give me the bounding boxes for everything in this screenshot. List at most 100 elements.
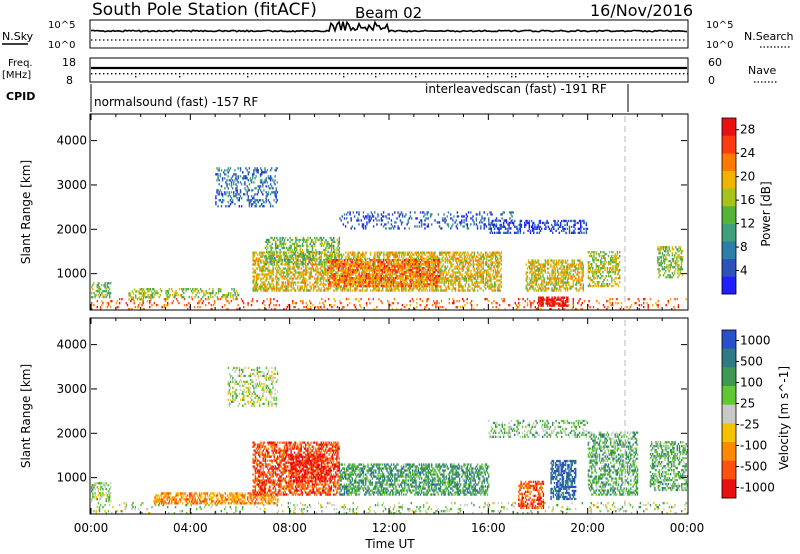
data-cell xyxy=(314,244,316,248)
data-cell xyxy=(339,265,341,268)
data-cell xyxy=(463,275,466,278)
data-cell xyxy=(424,273,426,276)
data-cell xyxy=(452,257,454,260)
data-cell xyxy=(258,265,260,268)
data-cell xyxy=(453,271,456,274)
data-cell xyxy=(255,283,258,286)
data-cell xyxy=(394,255,396,258)
data-cell xyxy=(444,217,446,220)
data-cell xyxy=(356,211,358,214)
data-cell xyxy=(616,298,618,301)
data-cell xyxy=(386,275,388,278)
data-cell xyxy=(312,269,315,272)
data-cell xyxy=(379,269,382,272)
data-cell xyxy=(491,257,494,260)
data-cell xyxy=(325,271,327,274)
data-cell xyxy=(311,261,314,264)
data-cell xyxy=(446,273,449,276)
data-cell xyxy=(283,250,286,254)
data-cell xyxy=(373,284,376,288)
data-cell xyxy=(216,179,218,182)
data-cell xyxy=(383,279,385,282)
data-cell xyxy=(223,199,225,202)
data-cell xyxy=(481,255,483,258)
data-cell xyxy=(497,259,499,262)
data-cell xyxy=(166,296,168,299)
data-cell xyxy=(270,257,272,260)
data-cell xyxy=(572,298,575,301)
data-cell xyxy=(264,169,266,172)
data-cell xyxy=(464,279,467,282)
data-cell xyxy=(418,289,421,292)
data-cell xyxy=(125,302,128,305)
data-cell xyxy=(244,183,246,186)
data-cell xyxy=(419,277,422,280)
data-cell xyxy=(367,285,369,288)
data-cell xyxy=(461,289,463,292)
data-cell xyxy=(299,238,301,242)
data-cell xyxy=(367,267,369,270)
data-cell xyxy=(423,211,425,214)
data-cell xyxy=(343,284,346,288)
data-cell xyxy=(394,273,396,276)
data-cell xyxy=(493,275,496,278)
data-cell xyxy=(240,197,243,200)
data-cell xyxy=(377,273,379,276)
data-cell xyxy=(387,257,390,260)
data-cell xyxy=(302,261,305,264)
data-cell xyxy=(320,281,323,284)
data-cell xyxy=(458,281,460,284)
data-cell xyxy=(274,277,277,280)
data-cell xyxy=(270,244,272,248)
data-cell xyxy=(296,246,298,250)
data-cell xyxy=(477,267,479,270)
data-cell xyxy=(221,193,224,196)
data-cell xyxy=(499,283,501,286)
data-cell xyxy=(376,284,378,288)
data-cell xyxy=(261,271,263,274)
data-cell xyxy=(369,269,371,272)
data-cell xyxy=(247,304,249,307)
data-cell xyxy=(254,205,256,208)
data-cell xyxy=(216,173,218,176)
data-cell xyxy=(421,263,424,266)
data-cell xyxy=(272,267,274,270)
data-cell xyxy=(143,290,146,293)
data-cell xyxy=(301,252,304,256)
data-cell xyxy=(262,265,264,268)
data-cell xyxy=(259,259,261,262)
data-cell xyxy=(486,259,488,262)
data-cell xyxy=(343,261,346,264)
data-cell xyxy=(474,257,477,260)
data-cell xyxy=(226,294,229,297)
data-cell xyxy=(272,261,274,264)
data-cell xyxy=(295,302,297,305)
data-cell xyxy=(253,285,255,288)
data-cell xyxy=(345,275,348,278)
data-cell xyxy=(252,275,254,278)
data-cell xyxy=(329,236,332,240)
nave-dot xyxy=(215,73,217,75)
data-cell xyxy=(333,236,335,240)
data-cell xyxy=(318,273,320,276)
data-cell xyxy=(350,257,353,260)
nave-dot xyxy=(679,73,681,75)
data-cell xyxy=(459,277,461,280)
data-cell xyxy=(281,281,283,284)
data-cell xyxy=(387,271,389,274)
data-cell xyxy=(360,257,363,260)
data-cell xyxy=(440,253,442,256)
data-cell xyxy=(463,257,466,260)
data-cell xyxy=(472,283,475,286)
data-cell xyxy=(405,289,407,292)
data-cell xyxy=(139,298,141,301)
data-cell xyxy=(406,269,409,272)
data-cell xyxy=(406,265,409,268)
data-cell xyxy=(265,179,267,182)
data-cell xyxy=(335,253,337,256)
data-cell xyxy=(472,219,474,222)
data-cell xyxy=(324,242,326,246)
data-cell xyxy=(281,277,283,280)
data-cell xyxy=(434,277,436,280)
data-cell xyxy=(309,277,311,280)
